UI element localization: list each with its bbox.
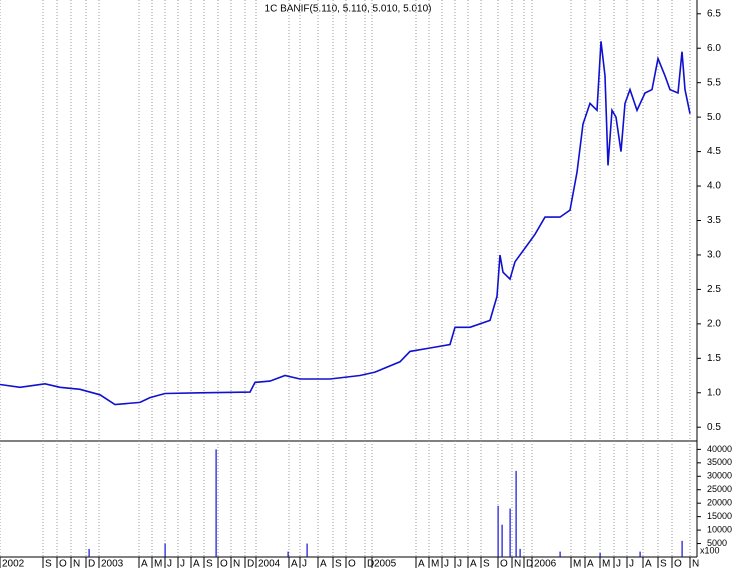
x-tick-label: S	[660, 559, 667, 570]
volume-bar	[515, 470, 517, 557]
x-tick-label: O	[674, 559, 682, 570]
x-tick-label: S	[45, 559, 52, 570]
x-tick-label: J	[629, 559, 634, 570]
unit-label: x100	[700, 545, 720, 555]
x-tick-label: M	[573, 559, 581, 570]
volume-bar	[306, 543, 308, 557]
y-tick-label: 5000	[707, 538, 727, 548]
y-tick-label: 25000	[707, 484, 732, 494]
volume-bar	[88, 548, 90, 557]
volume-bar	[681, 540, 683, 557]
y-tick-label: 6.0	[707, 43, 721, 54]
x-tick-label: O	[348, 559, 356, 570]
volume-bar	[509, 508, 511, 557]
x-tick-label: O	[59, 559, 67, 570]
price-line	[0, 41, 691, 406]
volume-bar	[599, 552, 601, 557]
x-tick-label: 2002	[2, 559, 25, 570]
x-tick-label: J	[444, 559, 449, 570]
y-tick-label: 35000	[707, 457, 732, 467]
x-tick-label: 2004	[258, 559, 281, 570]
x-tick-label: 2005	[374, 559, 397, 570]
x-tick-label: N	[514, 559, 521, 570]
y-tick-label: 40000	[707, 444, 732, 454]
x-tick-label: J	[180, 559, 185, 570]
x-tick-label: S	[335, 559, 342, 570]
x-tick-label: A	[320, 559, 327, 570]
volume-bar	[559, 551, 561, 557]
x-tick-label: A	[291, 559, 298, 570]
volume-bar	[639, 551, 641, 557]
x-tick-label: J	[457, 559, 462, 570]
y-tick-label: 6.5	[707, 8, 721, 19]
x-tick-label: S	[206, 559, 213, 570]
y-tick-label: 15000	[707, 511, 732, 521]
y-tick-label: 3.5	[707, 215, 721, 226]
x-tick-label: D	[526, 559, 533, 570]
x-tick-label: J	[302, 559, 307, 570]
x-tick-label: J	[167, 559, 172, 570]
x-tick-label: N	[73, 559, 80, 570]
y-tick-label: 20000	[707, 498, 732, 508]
volume-bar	[519, 548, 521, 557]
x-tick-label: 2006	[534, 559, 557, 570]
volume-bar	[215, 449, 217, 557]
y-tick-label: 3.0	[707, 250, 721, 261]
y-tick-label: 5.0	[707, 112, 721, 123]
x-tick-label: J	[616, 559, 621, 570]
volume-bar	[287, 551, 289, 557]
y-tick-label: 30000	[707, 471, 732, 481]
x-tick-label: A	[587, 559, 594, 570]
x-tick-label: A	[141, 559, 148, 570]
x-tick-label: O	[500, 559, 508, 570]
y-tick-label: 1.0	[707, 387, 721, 398]
x-tick-label: D	[247, 559, 254, 570]
x-tick-label: N	[692, 559, 699, 570]
x-tick-label: M	[602, 559, 610, 570]
x-tick-label: O	[220, 559, 228, 570]
y-tick-label: 5.5	[707, 77, 721, 88]
x-tick-label: 2003	[101, 559, 124, 570]
volume-bar	[164, 543, 166, 557]
x-tick-label: M	[431, 559, 439, 570]
y-tick-label: 1.5	[707, 353, 721, 364]
x-tick-label: A	[470, 559, 477, 570]
x-tick-label: S	[483, 559, 490, 570]
x-tick-label: A	[193, 559, 200, 570]
volume-bar	[497, 505, 499, 557]
y-tick-label: 4.0	[707, 181, 721, 192]
y-tick-label: 4.5	[707, 146, 721, 157]
x-tick-label: N	[233, 559, 240, 570]
y-tick-label: 0.5	[707, 422, 721, 433]
y-tick-label: 2.5	[707, 284, 721, 295]
x-tick-label: D	[88, 559, 95, 570]
x-tick-label: M	[154, 559, 162, 570]
chart-title: 1C BANIF(5.110, 5.110, 5.010, 5.010)	[265, 4, 432, 15]
y-tick-label: 2.0	[707, 319, 721, 330]
x-tick-label: A	[418, 559, 425, 570]
x-tick-label: D	[367, 559, 374, 570]
y-tick-label: 10000	[707, 524, 732, 534]
x-tick-label: A	[645, 559, 652, 570]
volume-bar	[501, 524, 503, 557]
